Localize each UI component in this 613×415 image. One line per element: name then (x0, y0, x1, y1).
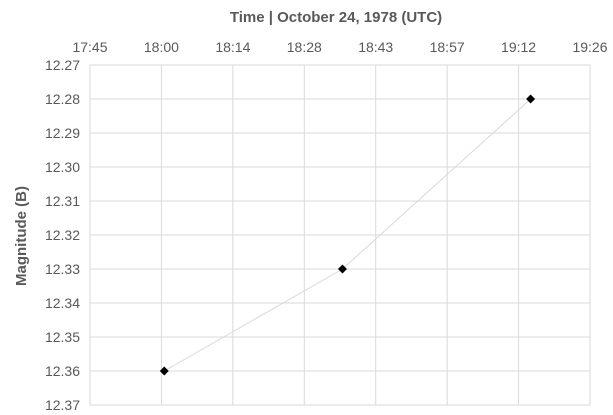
y-tick-label: 12.35 (45, 329, 80, 345)
y-tick-label: 12.27 (45, 57, 80, 73)
data-point-marker (526, 94, 536, 104)
x-tick-label: 17:45 (72, 39, 107, 55)
y-axis-label: Magnitude (B) (13, 186, 30, 286)
x-tick-label: 18:14 (215, 39, 250, 55)
x-tick-label: 18:28 (287, 39, 322, 55)
y-tick-label: 12.30 (45, 159, 80, 175)
y-tick-label: 12.28 (45, 91, 80, 107)
x-tick-label: 18:00 (144, 39, 179, 55)
x-tick-label: 19:26 (572, 39, 607, 55)
y-tick-label: 12.29 (45, 125, 80, 141)
series (159, 94, 536, 376)
y-tick-label: 12.33 (45, 261, 80, 277)
y-tick-label: 12.37 (45, 397, 80, 413)
y-tick-labels: 12.27 12.28 12.29 12.30 12.31 12.32 12.33 12.34… (45, 57, 80, 413)
y-tick-label: 12.34 (45, 295, 80, 311)
y-tick-label: 12.32 (45, 227, 80, 243)
data-point-marker (337, 264, 347, 274)
grid (89, 64, 591, 406)
x-tick-labels: 17:45 18:00 18:14 18:28 18:43 18:57 19:12 19:26 (72, 39, 607, 55)
y-tick-label: 12.36 (45, 363, 80, 379)
x-tick-label: 18:57 (430, 39, 465, 55)
x-tick-label: 18:43 (358, 39, 393, 55)
y-tick-label: 12.31 (45, 193, 80, 209)
chart-title: Time | October 24, 1978 (UTC) (230, 9, 442, 26)
data-point-marker (159, 366, 169, 376)
x-tick-label: 19:12 (501, 39, 536, 55)
